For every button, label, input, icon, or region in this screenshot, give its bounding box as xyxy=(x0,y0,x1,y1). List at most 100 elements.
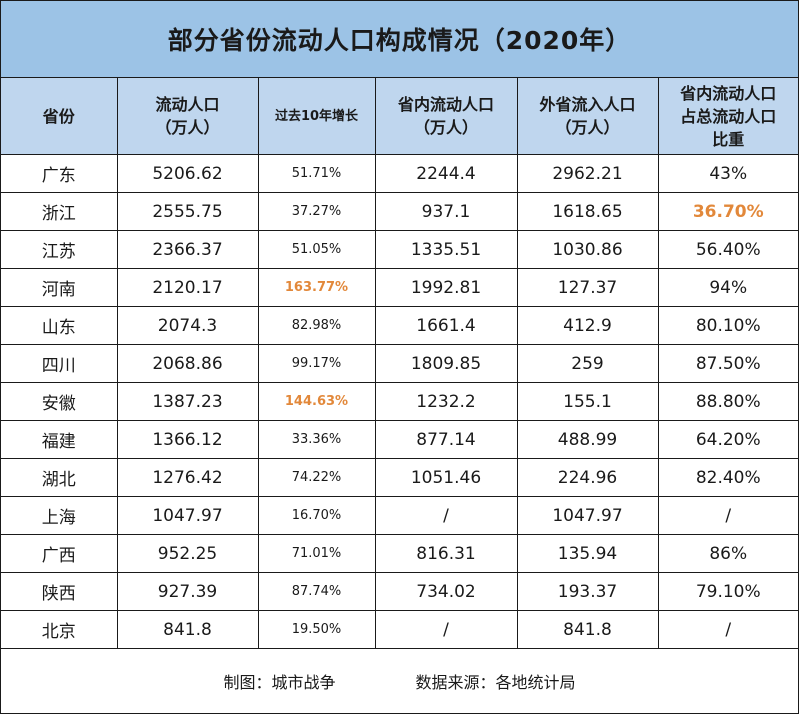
cell-inter: 224.96 xyxy=(516,458,659,497)
cell-intra: 1992.81 xyxy=(374,268,518,307)
cell-floating: 2120.17 xyxy=(116,268,259,307)
cell-growth: 144.63% xyxy=(257,382,376,421)
cell-growth: 71.01% xyxy=(257,534,376,573)
cell-province: 广西 xyxy=(1,534,118,573)
cell-intra: 877.14 xyxy=(374,420,518,459)
cell-province: 山东 xyxy=(1,306,118,345)
cell-share: 80.10% xyxy=(657,306,798,345)
cell-inter: 193.37 xyxy=(516,572,659,611)
cell-growth: 16.70% xyxy=(257,496,376,535)
cell-intra: 1809.85 xyxy=(374,344,518,383)
cell-province: 江苏 xyxy=(1,230,118,269)
cell-intra: 734.02 xyxy=(374,572,518,611)
cell-province: 四川 xyxy=(1,344,118,383)
header-growth: 过去10年增长 xyxy=(257,78,376,155)
cell-floating: 1366.12 xyxy=(116,420,259,459)
cell-growth: 99.17% xyxy=(257,344,376,383)
cell-intra: 816.31 xyxy=(374,534,518,573)
cell-share: 56.40% xyxy=(657,230,798,269)
cell-floating: 5206.62 xyxy=(116,154,259,193)
cell-inter: 488.99 xyxy=(516,420,659,459)
cell-share: / xyxy=(657,496,798,535)
cell-floating: 841.8 xyxy=(116,610,259,649)
footer: 制图：城市战争 数据来源：各地统计局 xyxy=(1,649,798,713)
header-floating: 流动人口 （万人） xyxy=(116,78,259,155)
cell-intra: 1232.2 xyxy=(374,382,518,421)
header-inter: 外省流入人口 （万人） xyxy=(516,78,659,155)
cell-province: 福建 xyxy=(1,420,118,459)
table-row: 浙江 2555.75 37.27% 937.1 1618.65 36.70% xyxy=(1,192,798,231)
header-share: 省内流动人口 占总流动人口 比重 xyxy=(657,78,798,155)
cell-province: 北京 xyxy=(1,610,118,649)
footer-maker: 制图：城市战争 xyxy=(223,673,336,692)
cell-growth: 51.71% xyxy=(257,154,376,193)
cell-intra: / xyxy=(374,496,518,535)
header-province: 省份 xyxy=(1,78,118,155)
cell-growth: 74.22% xyxy=(257,458,376,497)
cell-growth: 51.05% xyxy=(257,230,376,269)
cell-share: 82.40% xyxy=(657,458,798,497)
cell-intra: 1051.46 xyxy=(374,458,518,497)
cell-intra: / xyxy=(374,610,518,649)
cell-share: 94% xyxy=(657,268,798,307)
table-row: 湖北 1276.42 74.22% 1051.46 224.96 82.40% xyxy=(1,458,798,497)
cell-inter: 841.8 xyxy=(516,610,659,649)
cell-share: 87.50% xyxy=(657,344,798,383)
cell-share: 88.80% xyxy=(657,382,798,421)
cell-share: 43% xyxy=(657,154,798,193)
cell-inter: 1030.86 xyxy=(516,230,659,269)
cell-floating: 1276.42 xyxy=(116,458,259,497)
cell-province: 陕西 xyxy=(1,572,118,611)
table-row: 陕西 927.39 87.74% 734.02 193.37 79.10% xyxy=(1,572,798,611)
table-row: 上海 1047.97 16.70%/1047.97/ xyxy=(1,496,798,535)
table-row: 福建 1366.12 33.36% 877.14 488.99 64.20% xyxy=(1,420,798,459)
cell-province: 安徽 xyxy=(1,382,118,421)
cell-inter: 412.9 xyxy=(516,306,659,345)
header-intra: 省内流动人口 （万人） xyxy=(374,78,518,155)
cell-floating: 1387.23 xyxy=(116,382,259,421)
cell-intra: 1335.51 xyxy=(374,230,518,269)
cell-growth: 82.98% xyxy=(257,306,376,345)
cell-share: 36.70% xyxy=(657,192,798,231)
cell-floating: 2068.86 xyxy=(116,344,259,383)
table-row: 广西 952.25 71.01% 816.31 135.94 86% xyxy=(1,534,798,573)
cell-floating: 927.39 xyxy=(116,572,259,611)
cell-share: 64.20% xyxy=(657,420,798,459)
cell-province: 浙江 xyxy=(1,192,118,231)
table-row: 江苏 2366.37 51.05% 1335.51 1030.86 56.40% xyxy=(1,230,798,269)
cell-floating: 1047.97 xyxy=(116,496,259,535)
table-row: 四川 2068.86 99.17% 1809.85 259 87.50% xyxy=(1,344,798,383)
cell-inter: 2962.21 xyxy=(516,154,659,193)
header-row: 省份 流动人口 （万人） 过去10年增长 省内流动人口 （万人） 外省流入人口 （万人… xyxy=(1,78,798,155)
cell-share: 79.10% xyxy=(657,572,798,611)
page-title: 部分省份流动人口构成情况（2020年） xyxy=(1,1,798,78)
cell-intra: 2244.4 xyxy=(374,154,518,193)
cell-growth: 33.36% xyxy=(257,420,376,459)
cell-floating: 2366.37 xyxy=(116,230,259,269)
table-row: 北京 841.8 19.50%/841.8/ xyxy=(1,610,798,649)
cell-province: 湖北 xyxy=(1,458,118,497)
table-row: 安徽 1387.23 144.63% 1232.2 155.1 88.80% xyxy=(1,382,798,421)
cell-inter: 1618.65 xyxy=(516,192,659,231)
cell-floating: 2555.75 xyxy=(116,192,259,231)
table-body: 广东 5206.62 51.71% 2244.4 2962.21 43% 浙江 2555.75… xyxy=(1,154,798,649)
cell-intra: 1661.4 xyxy=(374,306,518,345)
cell-growth: 37.27% xyxy=(257,192,376,231)
cell-share: 86% xyxy=(657,534,798,573)
cell-province: 河南 xyxy=(1,268,118,307)
data-table: 省份 流动人口 （万人） 过去10年增长 省内流动人口 （万人） 外省流入人口 （万人… xyxy=(1,78,798,649)
footer-source: 数据来源：各地统计局 xyxy=(415,673,576,692)
cell-growth: 163.77% xyxy=(257,268,376,307)
cell-inter: 259 xyxy=(516,344,659,383)
cell-inter: 155.1 xyxy=(516,382,659,421)
cell-inter: 1047.97 xyxy=(516,496,659,535)
cell-province: 广东 xyxy=(1,154,118,193)
cell-growth: 87.74% xyxy=(257,572,376,611)
cell-share: / xyxy=(657,610,798,649)
cell-floating: 2074.3 xyxy=(116,306,259,345)
table-row: 山东 2074.3 82.98% 1661.4 412.9 80.10% xyxy=(1,306,798,345)
cell-province: 上海 xyxy=(1,496,118,535)
cell-inter: 127.37 xyxy=(516,268,659,307)
cell-intra: 937.1 xyxy=(374,192,518,231)
